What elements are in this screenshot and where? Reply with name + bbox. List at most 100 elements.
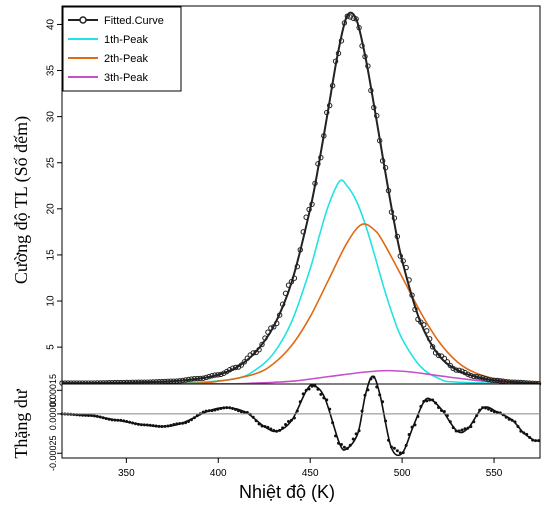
residual-point <box>263 425 267 429</box>
residual-point <box>360 409 364 413</box>
fitted-curve-point <box>165 378 171 384</box>
residual-point <box>375 385 379 389</box>
residual-point <box>125 419 129 423</box>
fitted-curve-point <box>474 373 480 380</box>
residual-point <box>407 432 411 436</box>
residual-point <box>475 413 479 417</box>
fitted-curve-point <box>218 371 224 378</box>
residual-point <box>384 419 388 423</box>
fitted-curve-point <box>344 13 351 19</box>
main-y-axis-label: Cường độ TL (Số đếm) <box>11 116 32 284</box>
residual-point <box>222 406 226 410</box>
residual-point <box>113 418 117 422</box>
residual-point <box>513 420 517 424</box>
residual-point <box>186 419 190 423</box>
residual-point <box>325 398 329 402</box>
residual-point <box>345 447 349 451</box>
residual-point <box>119 418 123 422</box>
residual-point <box>89 414 93 418</box>
fitted-curve-point <box>362 53 368 60</box>
residual-point <box>339 443 343 447</box>
residual-point <box>357 429 361 433</box>
residual-point <box>136 422 140 426</box>
residual-point <box>178 421 182 425</box>
residual-point <box>216 407 220 411</box>
fitted-curve-point <box>491 377 498 384</box>
fitted-curve-point <box>374 113 380 119</box>
residual-point <box>236 409 240 413</box>
fitted-curve-point <box>485 376 492 383</box>
residual-point <box>434 401 438 405</box>
fitted-curve-point <box>379 158 386 164</box>
fitted-curve-point <box>276 312 283 318</box>
residual-point <box>351 437 355 441</box>
fitted-curve-point <box>347 14 353 20</box>
fitted-curve-point <box>238 362 245 368</box>
fitted-curve-point <box>350 15 356 21</box>
residual-point <box>122 419 126 423</box>
residual-point <box>334 434 338 438</box>
residual-point <box>419 405 423 409</box>
fitted-curve-point <box>353 16 359 22</box>
residual-point <box>472 420 476 424</box>
fitted-curve-point <box>303 214 309 220</box>
fitted-curve-point <box>288 279 295 285</box>
fitted-curve-point <box>494 377 501 384</box>
fitted-curve-point <box>421 322 427 328</box>
residual-point <box>163 424 167 428</box>
residual-point <box>316 387 320 391</box>
residual-point <box>504 415 508 419</box>
residual-point <box>507 417 511 421</box>
residual-point <box>516 425 520 429</box>
main-y-tick-label: 30 <box>46 111 57 123</box>
residual-point <box>534 439 538 443</box>
residual-y-tick-label: 0.00000 <box>48 398 58 431</box>
residual-point <box>328 407 332 411</box>
residual-point <box>307 387 311 391</box>
legend-entry-label: Fitted.Curve <box>104 15 164 27</box>
residual-point <box>213 408 217 412</box>
residual-point <box>416 415 420 419</box>
x-tick-label: 500 <box>394 468 411 479</box>
residual-point <box>492 410 496 414</box>
residual-point <box>207 409 211 413</box>
residual-point <box>342 445 346 449</box>
fitted-curve-point <box>465 371 471 377</box>
residual-point <box>454 429 458 433</box>
residual-point <box>225 406 229 410</box>
fitted-curve-point <box>471 373 477 380</box>
fitted-curve-point <box>459 368 465 374</box>
fitted-curve-point <box>168 378 174 384</box>
residual-point <box>410 425 414 429</box>
residual-point <box>204 409 208 413</box>
residual-point <box>484 406 488 410</box>
residual-point <box>242 410 246 414</box>
fitted-curve-point <box>206 373 212 380</box>
residual-point <box>372 375 376 379</box>
fitted-curve-point <box>212 372 218 378</box>
x-tick-label: 350 <box>118 468 135 479</box>
residual-series-layer <box>60 375 541 457</box>
fitted-curve-point <box>488 377 495 383</box>
residual-point <box>428 398 432 402</box>
residual-point <box>422 399 426 403</box>
residual-y-tick-label: 0.00015 <box>48 374 58 407</box>
residual-point <box>322 396 326 400</box>
residual-point <box>107 417 111 421</box>
fitted-curve-point <box>371 104 377 111</box>
residual-y-axis-label: Thặng dư <box>11 388 31 458</box>
main-y-tick-label: 40 <box>46 18 57 30</box>
residual-point <box>289 418 293 422</box>
residual-plot-frame <box>61 383 541 459</box>
residual-point <box>251 415 255 419</box>
main-y-tick-label: 20 <box>46 203 57 215</box>
fitted-curve-point <box>497 378 503 384</box>
fitted-curve-point <box>232 364 239 371</box>
residual-y-tick-label: -0.00025 <box>48 436 58 472</box>
residual-point <box>269 427 273 431</box>
residual-point <box>151 424 155 428</box>
legend: Fitted.Curve 1th-Peak 2th-Peak 3th-Peak <box>62 6 182 92</box>
fitted-curve-point <box>415 316 421 322</box>
residual-point <box>313 384 317 388</box>
